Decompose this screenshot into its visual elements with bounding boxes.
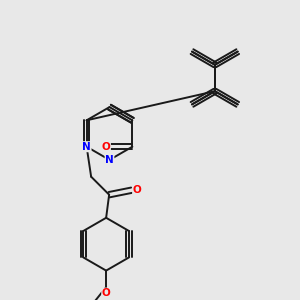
Text: N: N [105,155,114,165]
Text: N: N [82,142,91,152]
Text: O: O [102,288,110,298]
Text: O: O [102,142,110,152]
Text: O: O [133,185,141,195]
